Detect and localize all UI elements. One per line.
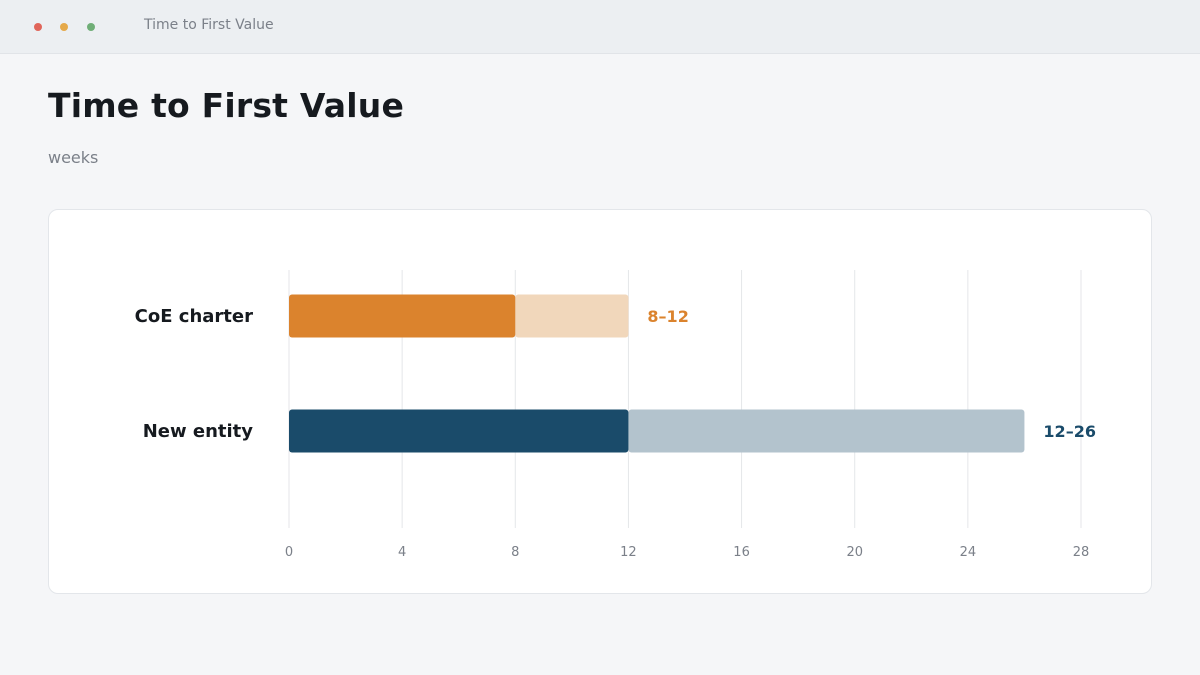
x-tick-label: 16	[733, 545, 750, 560]
base-bar-segment	[289, 409, 629, 453]
range-bar-segment	[515, 294, 629, 338]
minimize-window-button[interactable]	[60, 23, 68, 31]
page-subtitle: weeks	[48, 148, 99, 167]
x-tick-label: 8	[511, 545, 519, 560]
x-tick-label: 20	[846, 545, 863, 560]
x-tick-label: 0	[285, 545, 293, 560]
window-title: Time to First Value	[144, 17, 274, 33]
window-titlebar: Time to First Value	[0, 0, 1200, 54]
base-bar-segment	[289, 294, 516, 338]
range-bar-segment	[628, 409, 1025, 453]
chart-card: 0 4 8 12 16 20 24 28 CoE charter 8–12 New entity 12…	[48, 209, 1152, 594]
page-title: Time to First Value	[48, 86, 405, 125]
x-tick-label: 12	[620, 545, 637, 560]
close-window-button[interactable]	[34, 23, 42, 31]
bar-value-label: 12–26	[1043, 422, 1096, 441]
x-tick-label: 28	[1073, 545, 1090, 560]
range-bar-chart: 0 4 8 12 16 20 24 28 CoE charter 8–12 New entity 12…	[135, 270, 1096, 560]
x-tick-label: 4	[398, 545, 406, 560]
maximize-window-button[interactable]	[87, 23, 95, 31]
bar-value-label: 8–12	[647, 307, 688, 326]
category-label: New entity	[143, 421, 254, 442]
category-label: CoE charter	[135, 306, 253, 327]
x-tick-label: 24	[960, 545, 977, 560]
